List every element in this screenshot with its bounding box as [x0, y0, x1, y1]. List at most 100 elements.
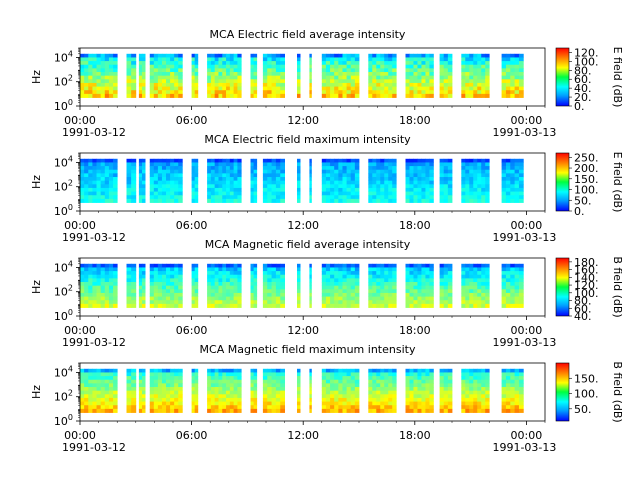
spectrogram-cell	[218, 166, 223, 171]
spectrogram-cell	[178, 383, 183, 388]
spectrogram-cell	[174, 195, 179, 200]
x-tick-label: 18:00	[399, 429, 431, 442]
spectrogram-cell	[229, 93, 235, 98]
spectrogram-cell	[214, 300, 219, 305]
spectrogram-cell	[271, 289, 277, 294]
spectrogram-cell	[505, 397, 511, 402]
spectrogram-cell	[417, 376, 422, 381]
spectrogram-cell	[210, 162, 216, 167]
spectrogram-cell	[338, 195, 343, 200]
spectrogram-cell	[346, 64, 352, 69]
spectrogram-cell	[325, 408, 331, 413]
spectrogram-cell	[253, 72, 258, 77]
spectrogram-cell	[485, 86, 490, 91]
spectrogram-cell	[372, 303, 377, 308]
spectrogram-cell	[354, 282, 360, 287]
spectrogram-cell	[149, 184, 155, 189]
spectrogram-cell	[368, 198, 373, 203]
spectrogram-cell	[481, 57, 486, 62]
spectrogram-cell	[178, 180, 183, 185]
spectrogram-cell	[465, 390, 470, 395]
spectrogram-cell	[131, 300, 137, 305]
spectrogram-cell	[138, 72, 143, 77]
spectrogram-cell	[262, 274, 268, 279]
spectrogram-cell	[262, 64, 268, 69]
data-interval	[321, 368, 360, 413]
spectrogram-cell	[384, 53, 389, 58]
spectrogram-cell	[409, 263, 414, 268]
spectrogram-cell	[96, 93, 102, 98]
spectrogram-cell	[417, 61, 422, 66]
spectrogram-cell	[421, 158, 426, 163]
spectrogram-cell	[229, 274, 235, 279]
spectrogram-cell	[384, 90, 389, 95]
spectrogram-cell	[469, 75, 474, 80]
spectrogram-cell	[405, 394, 410, 399]
spectrogram-cell	[218, 173, 223, 178]
spectrogram-cell	[350, 195, 356, 200]
spectrogram-cell	[280, 64, 285, 69]
spectrogram-cell	[149, 401, 155, 406]
spectrogram-cell	[96, 57, 102, 62]
spectrogram-cell	[271, 64, 277, 69]
data-interval	[321, 263, 360, 308]
spectrogram-cell	[100, 278, 106, 283]
spectrogram-cell	[481, 198, 486, 203]
spectrogram-cell	[84, 93, 89, 98]
spectrogram-cell	[429, 376, 434, 381]
spectrogram-cell	[100, 368, 106, 373]
spectrogram-cell	[191, 300, 196, 305]
spectrogram-cell	[113, 86, 118, 91]
spectrogram-cell	[417, 263, 422, 268]
spectrogram-cell	[354, 86, 360, 91]
spectrogram-cell	[429, 397, 434, 402]
spectrogram-cell	[473, 93, 478, 98]
spectrogram-cell	[461, 401, 466, 406]
spectrogram-cell	[153, 180, 159, 185]
spectrogram-cell	[126, 180, 132, 185]
spectrogram-cell	[194, 158, 199, 163]
spectrogram-cell	[505, 390, 511, 395]
spectrogram-cell	[429, 79, 434, 84]
spectrogram-cell	[309, 303, 312, 308]
spectrogram-cell	[157, 289, 163, 294]
spectrogram-cell	[104, 296, 110, 301]
spectrogram-cell	[505, 90, 511, 95]
spectrogram-cell	[271, 263, 277, 268]
spectrogram-cell	[439, 408, 445, 413]
spectrogram-cell	[368, 376, 373, 381]
spectrogram-cell	[191, 198, 196, 203]
spectrogram-cell	[413, 158, 418, 163]
spectrogram-cell	[346, 75, 352, 80]
spectrogram-cell	[439, 390, 445, 395]
spectrogram-cell	[421, 53, 426, 58]
spectrogram-cell	[233, 90, 238, 95]
spectrogram-cell	[425, 68, 430, 73]
spectrogram-cell	[443, 169, 449, 174]
spectrogram-cell	[425, 79, 430, 84]
spectrogram-cell	[518, 184, 524, 189]
spectrogram-cell	[338, 376, 343, 381]
spectrogram-cell	[405, 72, 410, 77]
spectrogram-cell	[510, 372, 516, 377]
spectrogram-cell	[321, 191, 327, 196]
spectrogram-cell	[104, 180, 110, 185]
spectrogram-cell	[325, 271, 331, 276]
spectrogram-cell	[222, 198, 227, 203]
spectrogram-cell	[342, 394, 347, 399]
spectrogram-cell	[518, 68, 524, 73]
spectrogram-cell	[429, 289, 434, 294]
spectrogram-cell	[485, 292, 490, 297]
spectrogram-cell	[372, 86, 377, 91]
spectrogram-cell	[207, 53, 212, 58]
spectrogram-cell	[92, 282, 97, 287]
spectrogram-cell	[174, 383, 179, 388]
spectrogram-cell	[218, 368, 223, 373]
spectrogram-cell	[131, 68, 137, 73]
spectrogram-cell	[417, 397, 422, 402]
spectrogram-cell	[153, 383, 159, 388]
panel-2: MCA Electric field maximum intensity1001…	[30, 133, 624, 244]
spectrogram-cell	[166, 292, 171, 297]
spectrogram-cell	[481, 303, 486, 308]
spectrogram-cell	[368, 282, 373, 287]
